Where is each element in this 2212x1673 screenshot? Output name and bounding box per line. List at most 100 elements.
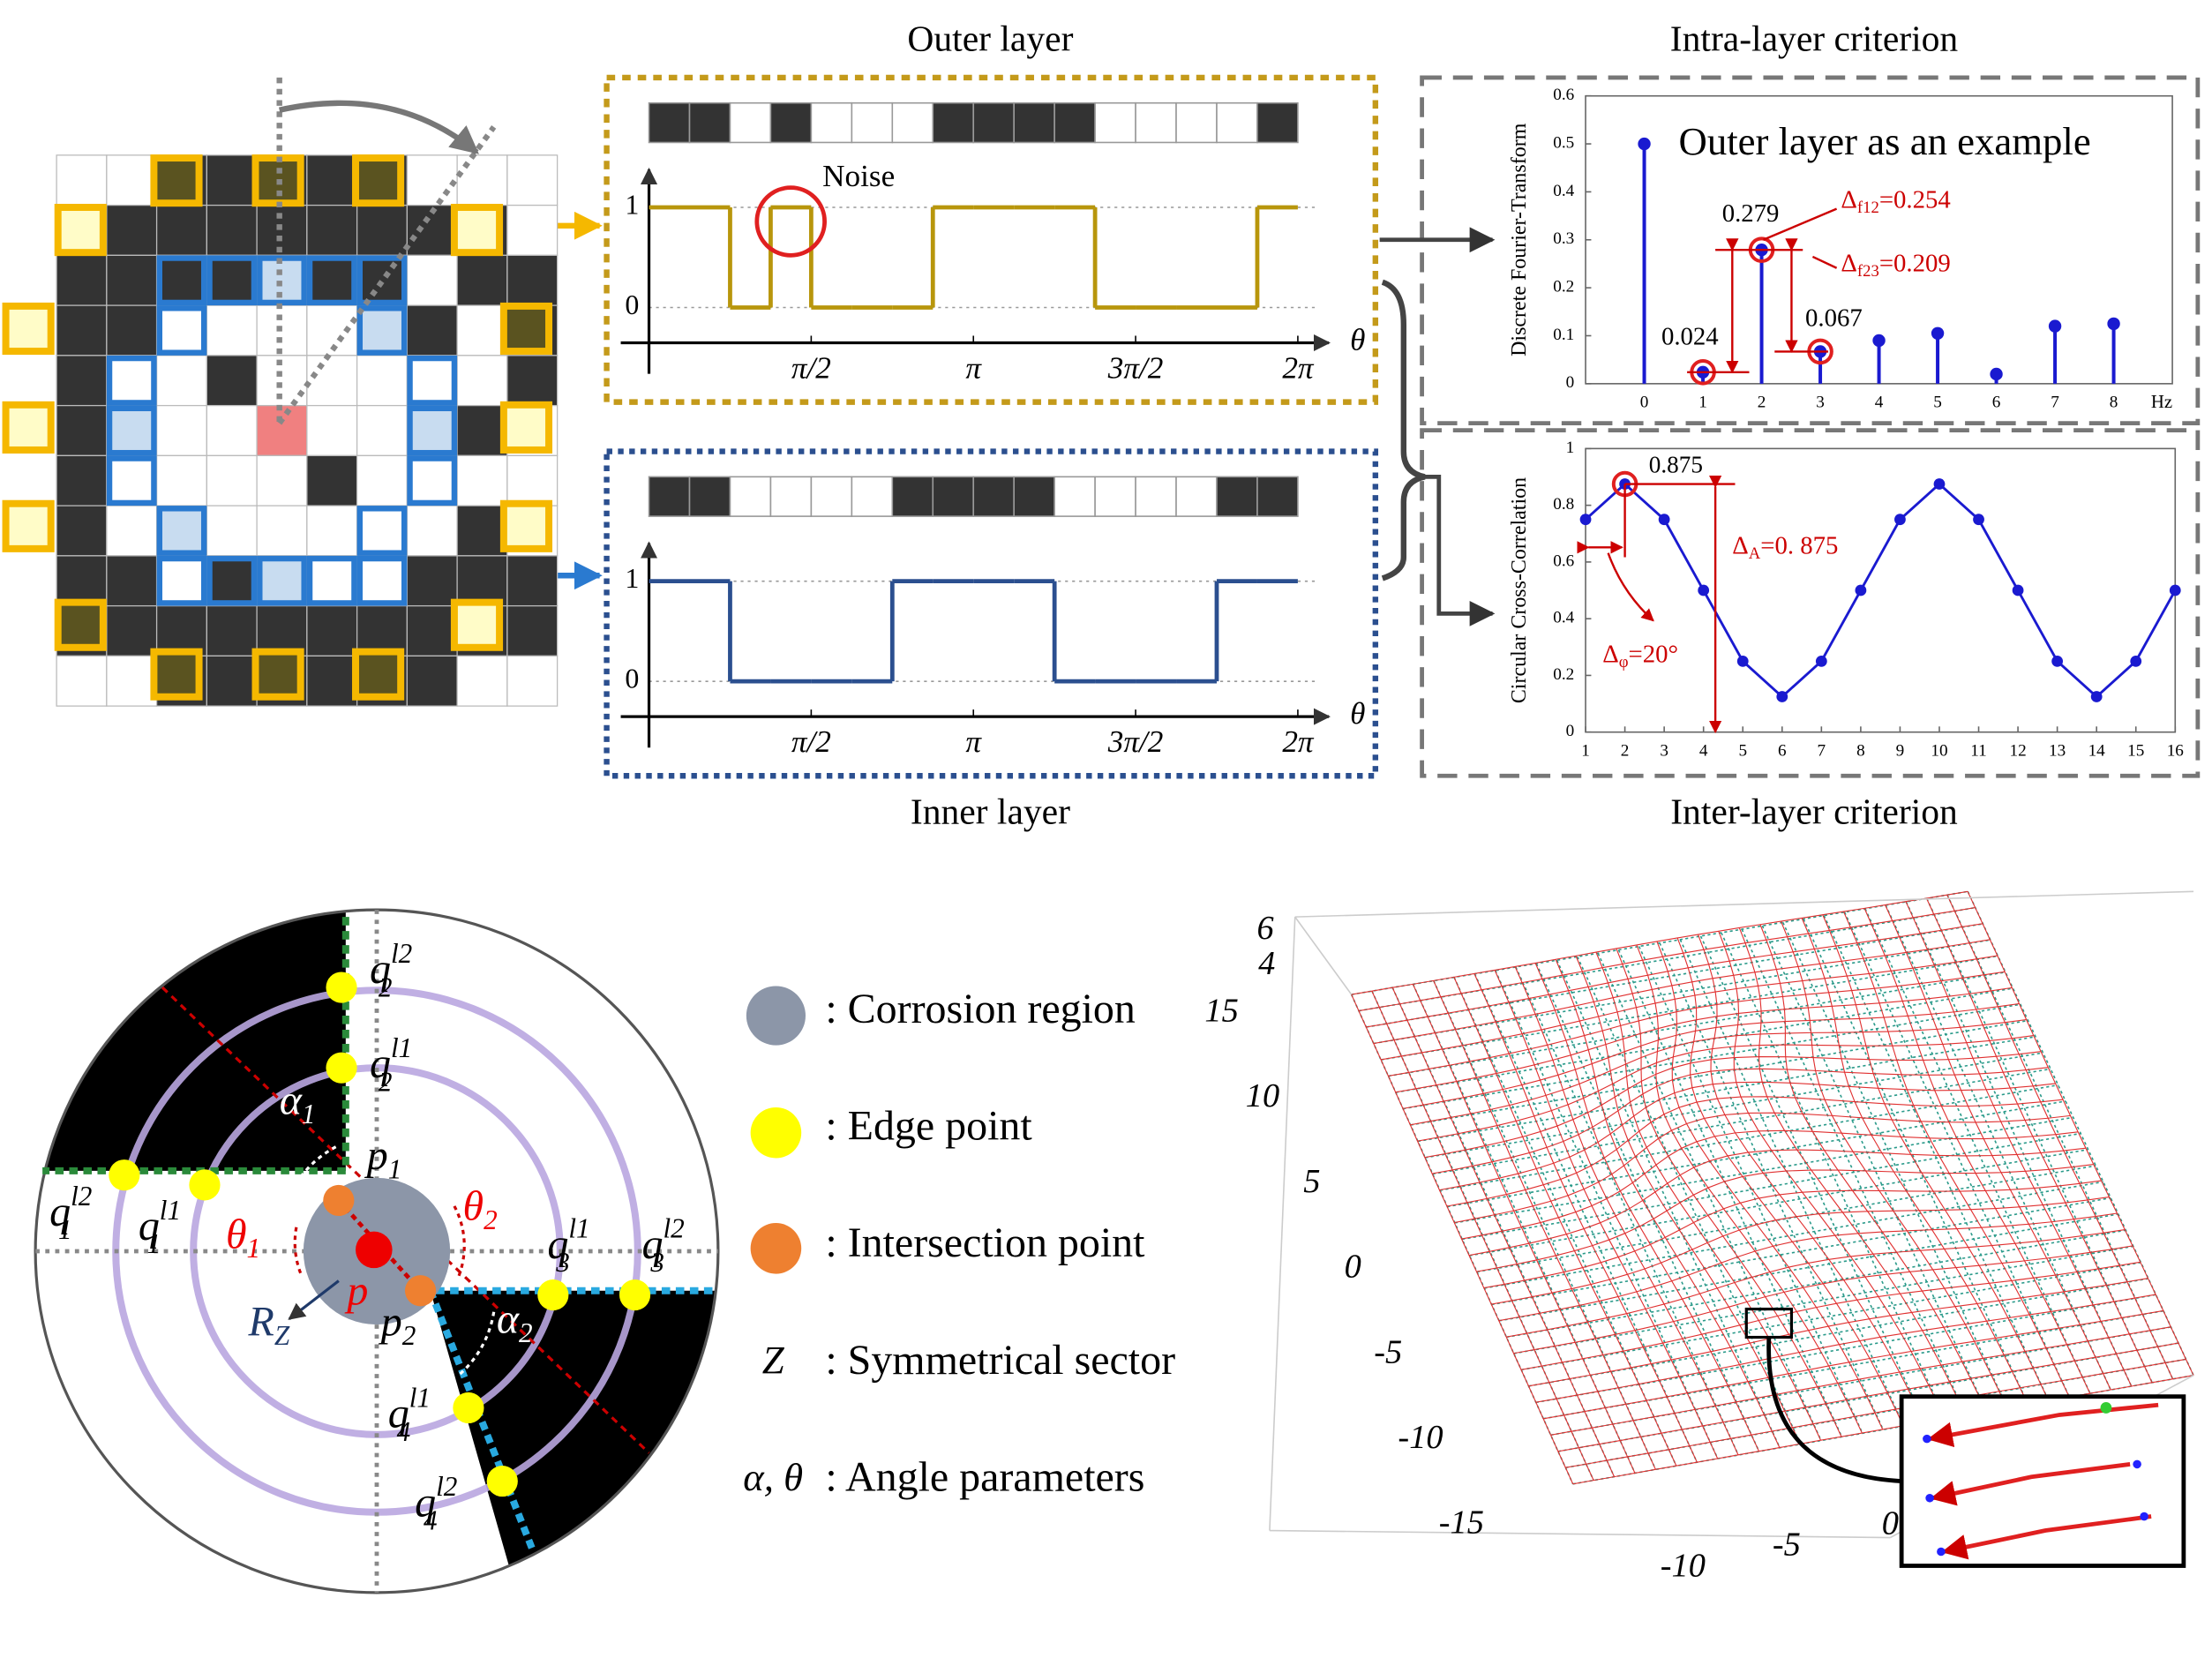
pixel xyxy=(56,454,108,506)
inter-frame xyxy=(1420,428,2201,778)
y-tick-label: 0.3 xyxy=(1553,229,1574,248)
ring-pixel xyxy=(356,305,408,356)
pixel xyxy=(456,404,508,457)
pixel xyxy=(56,404,108,457)
label-part: Z xyxy=(274,1320,290,1351)
x-tick-label: 3π/2 xyxy=(1107,724,1164,759)
pixel xyxy=(56,555,108,607)
pixel xyxy=(155,304,207,356)
label-part: =20° xyxy=(1629,640,1679,668)
pixel xyxy=(306,454,358,506)
y-tick-label: 0 xyxy=(625,289,639,320)
inset xyxy=(1899,1394,2186,1568)
y-tick-label: 0.4 xyxy=(1553,182,1574,200)
pixel xyxy=(406,254,458,306)
ring-pixel xyxy=(356,506,408,556)
code-cell xyxy=(1256,101,1299,144)
stem-head xyxy=(2048,319,2062,333)
pixel xyxy=(506,555,559,607)
legend-symbol: Z xyxy=(762,1338,785,1382)
code-cell xyxy=(1013,101,1055,144)
pixel xyxy=(155,555,207,607)
pixel xyxy=(406,204,458,256)
point xyxy=(1855,584,1867,596)
pixel xyxy=(56,154,108,206)
code-cell xyxy=(891,101,934,144)
label: θ2 xyxy=(463,1183,498,1236)
ring-pixel xyxy=(156,506,207,556)
pixel xyxy=(206,604,258,657)
pixel xyxy=(406,505,458,557)
legend-symbol: α, θ xyxy=(743,1455,803,1499)
label: ql2 4 xyxy=(415,1471,457,1535)
pixel xyxy=(206,454,258,506)
pixel xyxy=(306,505,358,557)
pixel xyxy=(456,655,508,707)
pixel xyxy=(506,204,559,256)
code-cell xyxy=(729,101,772,144)
code-cell xyxy=(932,476,975,517)
pixel xyxy=(256,454,308,506)
line xyxy=(1585,482,2177,699)
outer-pixel xyxy=(450,204,504,257)
x-tick-label: 0 xyxy=(1882,1505,1899,1542)
center-point xyxy=(356,1231,393,1269)
x-tick-label: π/2 xyxy=(791,724,831,759)
y-tick-label: -5 xyxy=(1374,1333,1402,1370)
code-cell xyxy=(891,476,934,517)
ring-pixel xyxy=(106,355,157,406)
ring-pixel xyxy=(306,255,357,306)
guide xyxy=(277,125,497,425)
pixel xyxy=(406,154,458,206)
point xyxy=(2051,655,2064,667)
arrow xyxy=(1424,474,1496,626)
pixel xyxy=(155,254,207,306)
ring-pixel xyxy=(306,555,357,606)
legend-label: : Edge point xyxy=(825,1103,1032,1150)
outer-pixel xyxy=(54,204,107,257)
y-tick-label: -15 xyxy=(1439,1504,1484,1542)
legend-label: : Angle parameters xyxy=(825,1454,1144,1501)
point xyxy=(1776,691,1788,702)
pixel xyxy=(506,655,559,707)
code-cell xyxy=(1256,476,1299,517)
point xyxy=(1933,478,1946,490)
angle-arc xyxy=(288,1145,337,1197)
outer-pixel xyxy=(150,154,203,207)
x-unit: Hz xyxy=(2151,392,2172,412)
pixel xyxy=(456,555,508,607)
axis-box xyxy=(1294,916,1353,995)
label-part: l1 xyxy=(409,1383,431,1414)
ring-pixel xyxy=(106,405,157,456)
ring-pixel xyxy=(156,305,207,356)
pixel xyxy=(106,505,158,557)
code-cell xyxy=(1094,476,1136,517)
label-part: θ xyxy=(226,1212,247,1258)
code-cell xyxy=(648,101,691,144)
point xyxy=(2012,584,2024,596)
leader xyxy=(1811,255,1838,269)
deformed-grid xyxy=(1925,897,2153,1384)
intra-frame xyxy=(1420,75,2201,425)
ring-pixel xyxy=(206,255,258,306)
x-tick-label: 2π xyxy=(1282,351,1315,386)
y-tick-label: 0.6 xyxy=(1553,551,1574,570)
z-tick-label: 4 xyxy=(1258,945,1275,982)
code-cell xyxy=(972,101,1015,144)
plot-area xyxy=(1585,447,2177,733)
pixel xyxy=(356,454,409,506)
x-tick-label: π/2 xyxy=(791,351,831,386)
ring-pixel xyxy=(206,555,258,606)
ring-pixel xyxy=(257,555,307,606)
x-tick-label: 13 xyxy=(2049,741,2066,760)
pixel xyxy=(356,355,409,407)
panel-title: Inner layer xyxy=(911,791,1070,832)
label-part: 2 xyxy=(379,1067,393,1098)
y-tick-label: 0.5 xyxy=(1553,133,1574,152)
pixel xyxy=(106,304,158,356)
point xyxy=(1736,655,1749,667)
pixel xyxy=(356,404,409,457)
inner-frame xyxy=(604,448,1379,779)
pixel xyxy=(306,404,358,457)
axis-box xyxy=(1269,917,1296,1531)
